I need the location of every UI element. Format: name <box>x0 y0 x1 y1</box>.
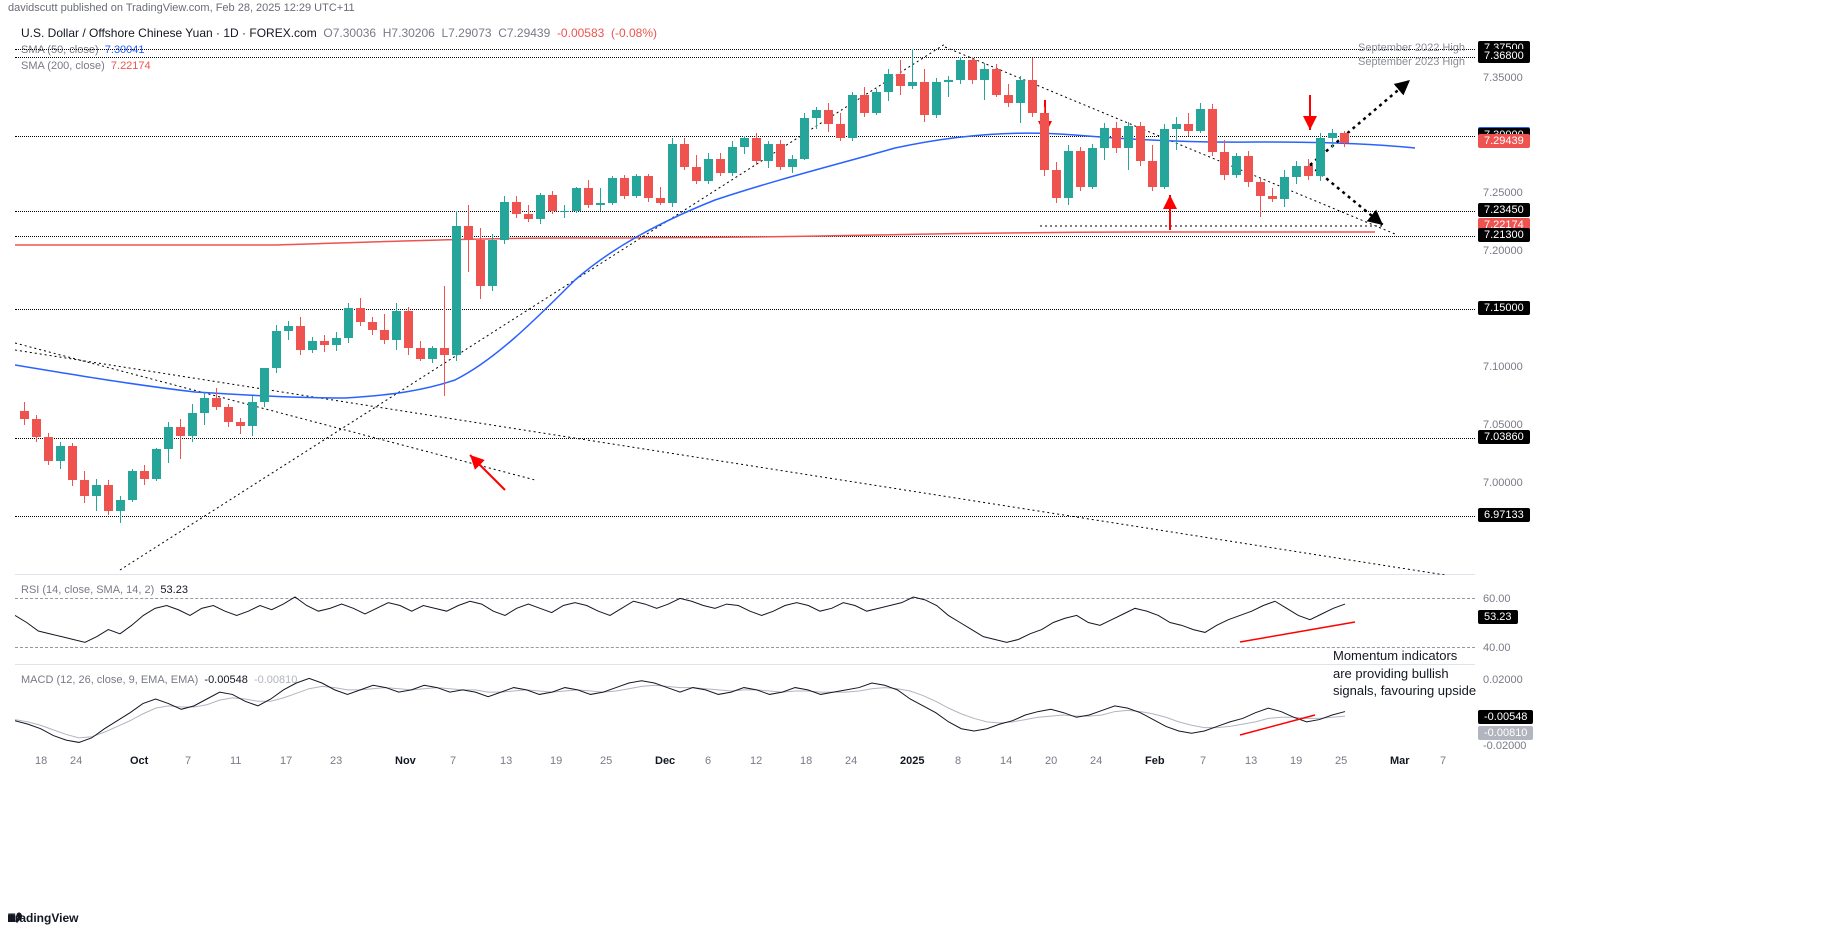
price-tag: 7.36800 <box>1478 49 1530 63</box>
h-line <box>15 438 1475 439</box>
rsi-upper-band <box>15 598 1475 599</box>
y-tick: 7.05000 <box>1483 419 1523 431</box>
macd-panel[interactable]: MACD (12, 26, close, 9, EMA, EMA) -0.005… <box>15 670 1475 750</box>
rsi-legend: RSI (14, close, SMA, 14, 2) 53.23 <box>21 584 188 596</box>
x-tick: 12 <box>750 755 762 767</box>
rsi-trendline <box>1240 622 1355 642</box>
x-tick: 6 <box>705 755 711 767</box>
y-tick: 7.20000 <box>1483 245 1523 257</box>
symbol-row: U.S. Dollar / Offshore Chinese Yuan · 1D… <box>21 26 657 40</box>
price-tag: 7.03860 <box>1478 430 1530 444</box>
x-tick: 19 <box>550 755 562 767</box>
x-tick: 14 <box>1000 755 1012 767</box>
y-tick: 7.00000 <box>1483 477 1523 489</box>
x-tick: 23 <box>330 755 342 767</box>
macd-tick-up: 0.02000 <box>1483 674 1523 686</box>
tradingview-attribution: TradingView <box>8 911 78 925</box>
macd-value-tag: -0.00548 <box>1478 710 1533 724</box>
macd-signal-tag: -0.00810 <box>1478 726 1533 740</box>
x-tick: 24 <box>1090 755 1102 767</box>
x-tick: 8 <box>955 755 961 767</box>
macd-tick-dn: -0.02000 <box>1483 740 1526 752</box>
macd-trendline <box>1240 715 1315 735</box>
chart-root: U.S. Dollar / Offshore Chinese Yuan · 1D… <box>0 20 1835 931</box>
h-line <box>15 516 1475 517</box>
x-tick: 19 <box>1290 755 1302 767</box>
x-tick: Oct <box>130 755 148 767</box>
x-tick: Dec <box>655 755 675 767</box>
rsi-tick-60: 60.00 <box>1483 593 1511 605</box>
annotation-momentum: Momentum indicators are providing bullis… <box>1333 647 1476 700</box>
price-tag: 7.21300 <box>1478 228 1530 242</box>
x-tick: 20 <box>1045 755 1057 767</box>
publish-header: davidscutt published on TradingView.com,… <box>0 0 1835 20</box>
h-line <box>15 309 1475 310</box>
x-tick: 11 <box>230 755 241 767</box>
y-tick: 7.25000 <box>1483 187 1523 199</box>
y-tick: 7.10000 <box>1483 361 1523 373</box>
x-tick: 25 <box>600 755 612 767</box>
x-tick: 7 <box>185 755 191 767</box>
x-tick: 7 <box>1440 755 1446 767</box>
price-tag: 7.15000 <box>1478 301 1530 315</box>
rsi-svg <box>15 580 1475 665</box>
x-tick: 18 <box>800 755 812 767</box>
note-sep2022: September 2022 High <box>1358 42 1465 54</box>
price-tag: 7.29439 <box>1478 134 1530 148</box>
macd-legend: MACD (12, 26, close, 9, EMA, EMA) -0.005… <box>21 674 297 686</box>
rsi-value-tag: 53.23 <box>1478 610 1518 624</box>
main-overlay-svg <box>15 20 1475 575</box>
x-tick: 7 <box>1200 755 1206 767</box>
y-tick: 7.35000 <box>1483 72 1523 84</box>
rsi-panel[interactable]: RSI (14, close, SMA, 14, 2) 53.23 <box>15 580 1475 665</box>
rsi-tick-40: 40.00 <box>1483 642 1511 654</box>
h-line <box>15 236 1475 237</box>
x-tick: 2025 <box>900 755 924 767</box>
h-line <box>15 136 1475 137</box>
x-tick: 13 <box>1245 755 1257 767</box>
h-line <box>15 49 1475 50</box>
sma50-legend: SMA (50, close) 7.30041 <box>21 44 145 56</box>
rsi-lower-band <box>15 647 1475 648</box>
x-tick: 25 <box>1335 755 1347 767</box>
x-tick: Nov <box>395 755 416 767</box>
x-tick: 13 <box>500 755 512 767</box>
sma200-legend: SMA (200, close) 7.22174 <box>21 60 151 72</box>
note-sep2023: September 2023 High <box>1358 56 1465 68</box>
x-tick: 24 <box>70 755 82 767</box>
h-line <box>15 211 1475 212</box>
x-tick: 18 <box>35 755 47 767</box>
price-tag: 6.97133 <box>1478 508 1530 522</box>
x-tick: 24 <box>845 755 857 767</box>
price-tag: 7.23450 <box>1478 203 1530 217</box>
x-tick: Mar <box>1390 755 1410 767</box>
h-line <box>15 57 1475 58</box>
x-tick: 7 <box>450 755 456 767</box>
x-tick: Feb <box>1145 755 1165 767</box>
price-panel[interactable]: U.S. Dollar / Offshore Chinese Yuan · 1D… <box>15 20 1475 575</box>
x-tick: 17 <box>280 755 292 767</box>
